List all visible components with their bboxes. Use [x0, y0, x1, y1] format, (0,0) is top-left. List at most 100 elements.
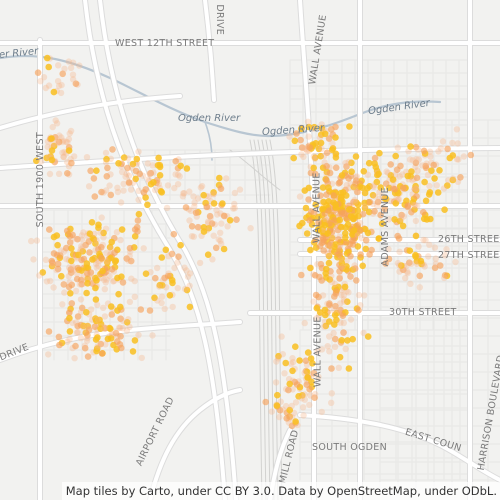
heat-dot: [83, 289, 90, 297]
heat-dot: [217, 229, 224, 236]
heat-dot: [155, 180, 162, 188]
heat-dot: [186, 188, 193, 195]
heat-dot: [330, 192, 337, 199]
heat-dot: [85, 326, 93, 334]
heat-dot: [67, 64, 75, 72]
heat-dot: [68, 300, 76, 307]
heat-dot: [179, 193, 187, 200]
heat-dot: [355, 306, 362, 314]
heat-dot: [404, 203, 412, 211]
heat-dot: [315, 219, 322, 226]
heat-dot: [247, 225, 254, 232]
heat-dot: [441, 272, 449, 279]
heat-dot: [345, 175, 352, 182]
heat-dot: [102, 279, 110, 286]
heat-dot: [54, 241, 61, 249]
heat-dot: [28, 237, 35, 245]
heat-dot: [218, 220, 225, 227]
heat-dot: [142, 270, 150, 278]
heat-dot: [81, 342, 89, 349]
heat-dot: [296, 193, 304, 200]
heat-dot: [457, 174, 464, 181]
heat-dot: [420, 147, 428, 155]
heat-dot: [286, 380, 294, 388]
heat-dot: [296, 357, 303, 364]
heat-dot: [94, 301, 101, 309]
heat-dot: [317, 152, 325, 160]
heat-dot: [322, 311, 329, 319]
heat-dot: [441, 252, 449, 259]
heat-dot: [427, 153, 434, 160]
heat-dot: [323, 191, 330, 198]
heat-dot: [350, 227, 357, 235]
heat-dot: [120, 317, 127, 325]
heat-dot: [83, 337, 91, 344]
heat-dot: [435, 148, 442, 155]
heat-dot: [129, 348, 137, 355]
heat-dot: [117, 236, 124, 244]
heat-dot: [177, 241, 184, 249]
heat-dot: [158, 299, 165, 307]
label-26th-street: 26TH STREE: [438, 234, 500, 245]
heat-dot: [426, 182, 433, 190]
heat-dot: [343, 181, 350, 189]
heat-dot: [341, 298, 348, 305]
heat-dot: [114, 184, 121, 191]
heat-dot: [42, 256, 50, 263]
heat-dot: [295, 393, 302, 400]
heat-dot: [73, 329, 81, 336]
heat-dot: [151, 294, 158, 302]
heat-dot: [355, 291, 363, 299]
heat-dot: [181, 264, 188, 271]
heat-dot: [194, 223, 202, 231]
heat-dot: [94, 316, 102, 323]
heat-dot: [64, 338, 71, 345]
heat-dot: [95, 221, 102, 229]
heat-dot: [325, 242, 332, 249]
heat-dot: [431, 244, 439, 251]
heat-dot: [154, 264, 161, 272]
heat-dot: [326, 301, 333, 309]
heat-dot: [375, 235, 383, 242]
heat-dot: [338, 259, 346, 267]
label-27th-street: 27TH STREE: [438, 250, 500, 261]
heat-dot: [317, 192, 324, 199]
heat-dot: [119, 279, 127, 286]
heat-dot: [61, 289, 68, 296]
highway-89: [83, 0, 227, 500]
heat-dot: [413, 174, 421, 182]
heat-dot: [108, 311, 116, 318]
heat-dot: [306, 144, 314, 151]
heat-dot: [231, 200, 238, 208]
heat-dot: [62, 138, 70, 145]
heat-dot: [129, 160, 137, 168]
heat-dot: [392, 200, 400, 207]
heat-dot: [97, 325, 104, 333]
heat-dot: [278, 333, 285, 340]
heat-dot: [305, 133, 312, 140]
railway-track: [257, 139, 271, 500]
heat-dot: [354, 207, 362, 214]
heat-dot: [342, 192, 350, 199]
heat-dot: [396, 248, 403, 255]
heat-dot: [319, 184, 327, 191]
heat-dot: [45, 328, 53, 335]
heat-dot: [420, 236, 427, 244]
heat-dot: [392, 152, 400, 160]
heat-dot: [66, 309, 73, 317]
heat-dot: [307, 208, 315, 215]
heat-dot: [283, 415, 291, 422]
heat-dot: [74, 270, 81, 277]
heat-dot: [55, 138, 63, 146]
heat-dot: [118, 168, 126, 176]
label-south-ogden: SOUTH OGDEN: [312, 442, 387, 453]
heat-dot: [303, 368, 311, 376]
heat-dot: [324, 343, 331, 350]
label-wall-avenue-mid: WALL AVENUE: [311, 172, 323, 244]
heat-dot: [424, 171, 432, 179]
heat-dot: [58, 247, 65, 254]
heat-dot: [108, 330, 116, 337]
heat-dot: [63, 244, 70, 252]
